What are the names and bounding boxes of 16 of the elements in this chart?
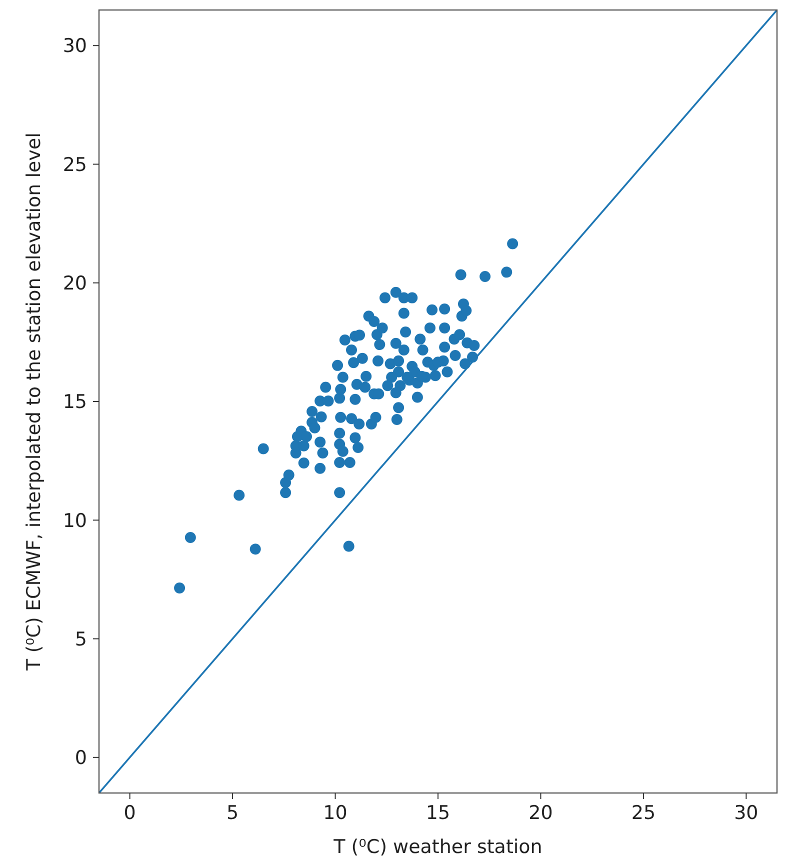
- y-tick-label: 30: [62, 35, 87, 58]
- x-tick-label: 0: [124, 802, 136, 824]
- x-tick-label: 5: [226, 802, 239, 824]
- x-tick-label: 30: [734, 802, 758, 824]
- y-tick-label: 25: [62, 154, 87, 176]
- x-tick-label: 15: [426, 802, 450, 824]
- y-tick-label: 20: [62, 272, 87, 295]
- y-axis-title: T (⁰C) ECMWF, interpolated to the station elevation level: [23, 132, 45, 672]
- x-tick-label: 20: [528, 802, 553, 824]
- y-tick-label: 5: [74, 628, 87, 650]
- y-tick-label: 15: [62, 391, 87, 414]
- x-tick-label: 10: [323, 802, 348, 824]
- x-tick-label: 25: [631, 802, 656, 824]
- y-tick-label: 0: [74, 747, 87, 770]
- x-axis-title: T (⁰C) weather station: [332, 836, 542, 858]
- y-tick-label: 10: [62, 510, 87, 532]
